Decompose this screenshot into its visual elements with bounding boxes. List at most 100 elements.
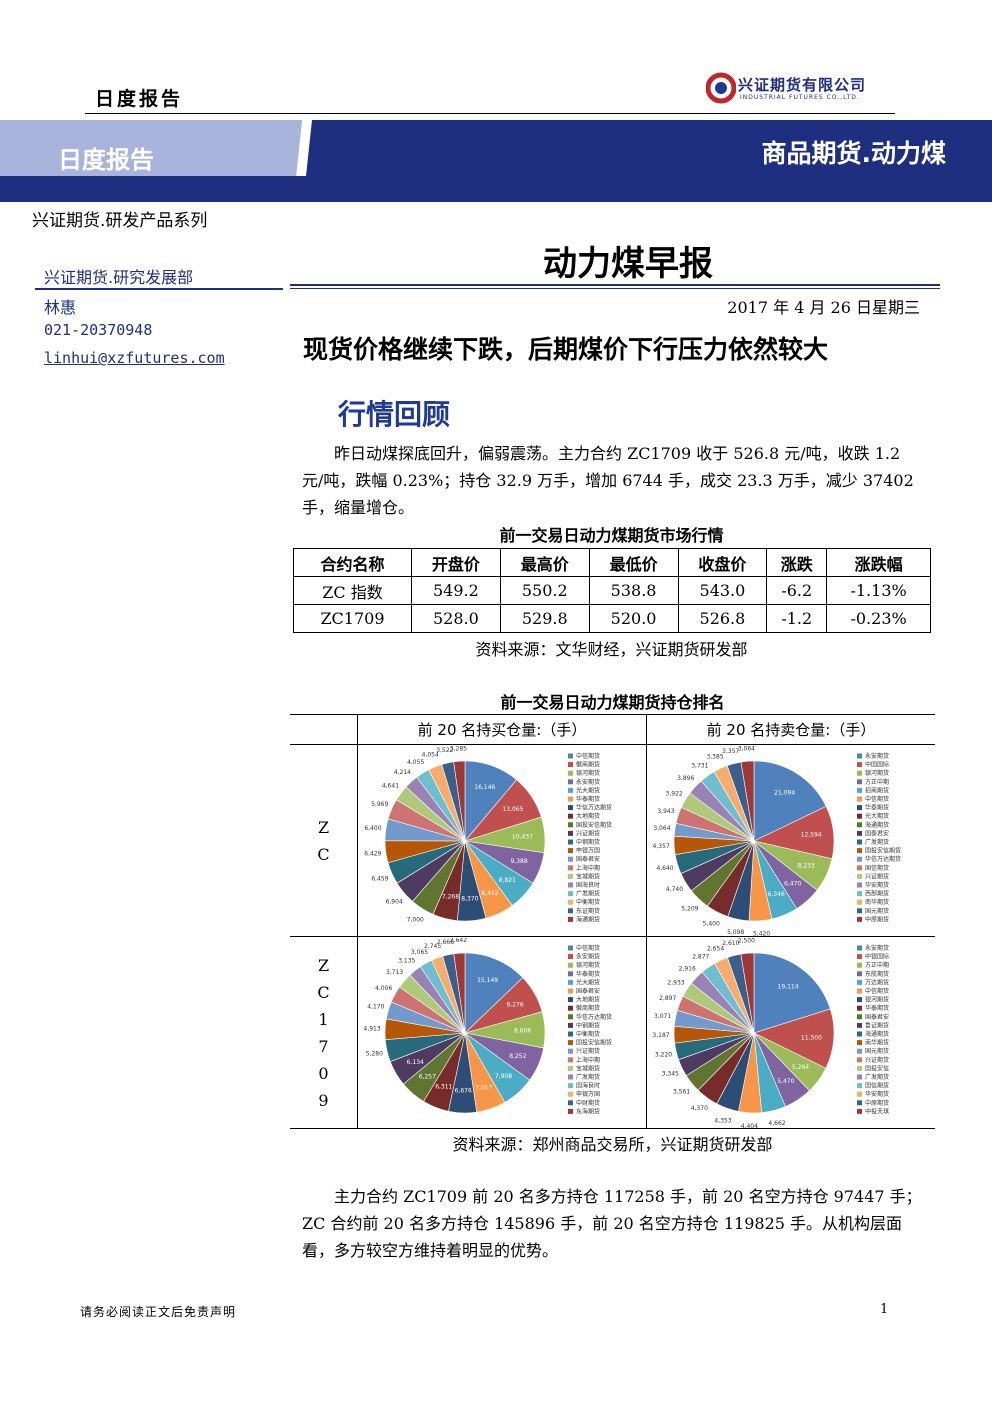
- slice-label: 3,285: [450, 746, 467, 752]
- legend-label: 海通期货: [865, 1030, 889, 1038]
- slice-label: 4,055: [407, 759, 424, 766]
- legend-swatch: [568, 996, 573, 1002]
- legend-label: 中信期货: [865, 795, 889, 803]
- slice-label: 3,187: [652, 1031, 669, 1038]
- slice-label: 4,404: [741, 1122, 758, 1127]
- legend-label: 光大期货: [576, 978, 600, 986]
- slice-label: 8,606: [514, 1027, 531, 1034]
- legend-swatch: [857, 996, 862, 1002]
- legend-label: 永安期货: [576, 952, 600, 960]
- legend-swatch: [857, 873, 862, 879]
- legend-label: 中原期货: [865, 915, 889, 923]
- slice-label: 2,933: [667, 979, 684, 986]
- legend-label: 国元期货: [865, 1047, 889, 1055]
- row-label: ZC: [317, 817, 330, 864]
- sidebar-email[interactable]: linhui@xzfutures.com: [44, 349, 225, 367]
- table-cell: -1.13%: [826, 576, 931, 605]
- banner-right: 商品期货.动力煤: [761, 139, 947, 168]
- legend-label: 兴证期货: [576, 1047, 600, 1055]
- legend-label: 广发期货: [865, 1073, 889, 1081]
- legend-swatch: [568, 856, 573, 862]
- slice-label: 2,668: [437, 939, 454, 946]
- column-header: 最高价: [499, 548, 590, 577]
- legend-label: 方正中期: [865, 961, 889, 969]
- legend-label: 国泰君安: [576, 987, 600, 995]
- title-rule-thin: [290, 288, 940, 289]
- row-label: ZC1709: [317, 955, 330, 1110]
- header-rule: [85, 113, 895, 114]
- legend-swatch: [568, 770, 573, 776]
- legend-label: 国泰君安: [865, 829, 889, 837]
- slice-label: 4,353: [714, 1117, 731, 1124]
- pie-slice: [453, 952, 466, 1033]
- slice-label: 3,943: [657, 808, 674, 815]
- slice-label: 7,908: [495, 1072, 512, 1079]
- slice-label: 6,311: [435, 1083, 452, 1090]
- table-row: ZC 指数 549.2 550.2 538.8 543.0 -6.2 -1.13%: [293, 576, 931, 605]
- series-label: 兴证期货.研发产品系列: [32, 211, 208, 231]
- legend-swatch: [857, 970, 862, 976]
- slice-label: 3,064: [738, 746, 755, 752]
- slice-label: 4,740: [666, 886, 683, 893]
- column-header: 涨跌幅: [826, 548, 931, 577]
- slice-label: 10,437: [512, 833, 533, 840]
- slice-label: 6,400: [364, 824, 381, 831]
- legend-label: 中钢期货: [576, 838, 600, 846]
- slice-label: 3,357: [722, 747, 739, 754]
- pie-slice: [753, 760, 827, 841]
- legend-label: 银河期货: [865, 769, 889, 777]
- legend-label: 海通期货: [865, 820, 889, 828]
- legend-swatch: [568, 787, 573, 793]
- column-header: 最低价: [588, 548, 679, 577]
- table-cell: 543.0: [677, 576, 768, 605]
- slice-label: 6,676: [455, 1087, 472, 1094]
- legend-label: 光大期货: [865, 812, 889, 820]
- slice-label: 3,385: [706, 753, 723, 760]
- banner: [0, 120, 992, 202]
- legend-swatch: [568, 1082, 573, 1088]
- legend-swatch: [568, 1065, 573, 1071]
- legend-label: 华泰期货: [865, 803, 889, 811]
- slice-label: 2,745: [424, 942, 441, 949]
- legend-label: 招商期货: [865, 786, 889, 794]
- report-date: 2017 年 4 月 26 日星期三: [727, 298, 920, 317]
- legend-label: 中国国际: [865, 760, 889, 768]
- legend-swatch: [857, 1039, 862, 1045]
- legend-swatch: [568, 916, 573, 922]
- legend-swatch: [568, 1039, 573, 1045]
- legend-swatch: [568, 1013, 573, 1019]
- pie-chart: 16,14613,06510,4379,3888,8218,4528,3707,…: [364, 746, 612, 924]
- header-row: 前 20 名持买仓量:（手）前 20 名持卖仓量:（手）: [290, 714, 935, 745]
- slice-label: 8,233: [797, 862, 814, 869]
- logo-core: [715, 82, 727, 94]
- slice-label: 7,017: [475, 1084, 492, 1091]
- table-cell: 529.8: [499, 604, 590, 633]
- legend-label: 大地期货: [576, 812, 600, 820]
- slice-label: 4,054: [422, 751, 439, 758]
- banner-light: [0, 120, 302, 176]
- column-header: 前 20 名持卖仓量:（手）: [646, 714, 935, 745]
- legend-label: 海通期货: [576, 915, 600, 923]
- column-header: 开盘价: [410, 548, 501, 577]
- legend-label: 国海良时: [576, 1081, 600, 1089]
- paragraph: 主力合约 ZC1709 前 20 名多方持仓 117258 手，前 20 名空方…: [302, 1187, 922, 1260]
- legend-swatch: [568, 813, 573, 819]
- slice-label: 4,641: [382, 782, 399, 789]
- legend-label: 中原期货: [865, 1098, 889, 1106]
- legend-swatch: [568, 899, 573, 905]
- slice-label: 13,065: [502, 806, 523, 813]
- pie-chart: 19,114 11,500 5,264 5,470 4,662 4,404 4,353 4,3…: [652, 938, 889, 1128]
- legend-label: 申银万国: [576, 846, 600, 854]
- slice-label: 11,500: [801, 1034, 822, 1041]
- slice-label: 6,134: [407, 1059, 424, 1066]
- legend-label: 南华期货: [865, 1038, 889, 1046]
- legend-label: 国元期货: [865, 906, 889, 914]
- legend-label: 广发期货: [576, 889, 600, 897]
- legend-swatch: [857, 988, 862, 993]
- legend-label: 国信期货: [865, 863, 889, 871]
- table-cell: 520.0: [588, 604, 679, 633]
- sidebar-phone: 021-20370948: [44, 321, 153, 339]
- pie-slice: [740, 760, 755, 841]
- legend-swatch: [568, 1074, 573, 1079]
- legend-swatch: [857, 953, 862, 959]
